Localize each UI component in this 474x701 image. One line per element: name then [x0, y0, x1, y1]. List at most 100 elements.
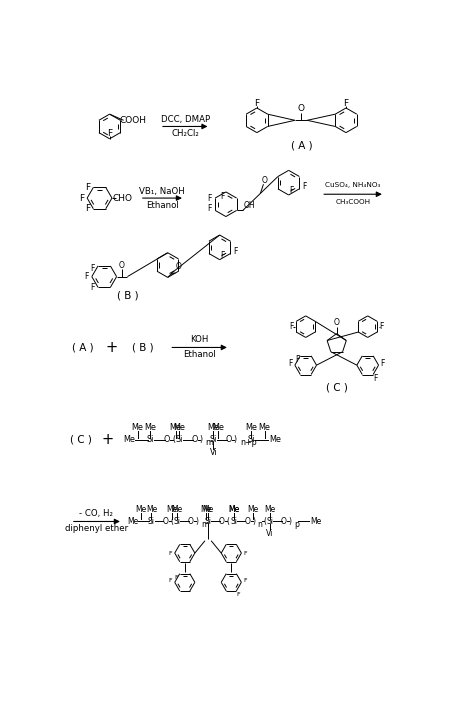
Text: Me: Me	[264, 505, 276, 515]
Text: CHO: CHO	[113, 193, 133, 203]
Text: O: O	[164, 435, 170, 444]
Text: F: F	[302, 182, 306, 191]
Text: ): )	[200, 435, 203, 444]
Text: F: F	[175, 575, 179, 580]
Text: F: F	[244, 550, 247, 556]
Text: Si: Si	[210, 435, 217, 444]
Text: F: F	[289, 186, 293, 195]
Text: F: F	[107, 129, 112, 138]
Text: Vi: Vi	[266, 529, 274, 538]
Text: O: O	[163, 517, 168, 526]
Text: Me: Me	[146, 505, 157, 515]
Text: Me: Me	[123, 435, 135, 444]
Text: Si: Si	[146, 435, 154, 444]
Text: F: F	[85, 204, 91, 213]
Text: F: F	[373, 374, 378, 383]
Text: F: F	[295, 355, 300, 365]
Text: m: m	[201, 520, 209, 529]
Text: Si: Si	[248, 435, 255, 444]
Text: ( B ): ( B )	[117, 290, 138, 300]
Text: Me: Me	[200, 505, 211, 515]
Text: Si: Si	[230, 517, 237, 526]
Text: VB₁, NaOH: VB₁, NaOH	[139, 186, 185, 196]
Text: ( C ): ( C )	[70, 435, 92, 445]
Text: F: F	[380, 359, 384, 368]
Text: O: O	[191, 435, 198, 444]
Text: F: F	[91, 264, 95, 273]
Text: Me: Me	[246, 423, 257, 432]
Text: OH: OH	[244, 201, 255, 210]
Text: F: F	[255, 99, 259, 108]
Text: O: O	[226, 435, 232, 444]
Text: F: F	[290, 322, 294, 331]
Text: m: m	[206, 438, 214, 447]
Text: F: F	[168, 550, 172, 556]
Text: n: n	[258, 520, 263, 529]
Text: p: p	[294, 520, 299, 529]
Text: Vi: Vi	[210, 448, 217, 456]
Text: Me: Me	[132, 423, 144, 432]
Text: (: (	[263, 517, 266, 526]
Text: F: F	[220, 252, 224, 260]
Text: ): )	[196, 517, 199, 526]
Text: F: F	[208, 193, 212, 203]
Text: O: O	[176, 262, 182, 271]
Text: F: F	[288, 359, 292, 368]
Text: Me: Me	[228, 505, 239, 515]
Text: O: O	[281, 517, 287, 526]
Text: O: O	[262, 176, 268, 185]
Text: F: F	[208, 205, 212, 213]
Text: O: O	[119, 261, 125, 270]
Text: KOH: KOH	[191, 335, 209, 344]
Text: Me: Me	[166, 505, 177, 515]
Text: Me: Me	[269, 435, 281, 444]
Text: ): )	[289, 517, 292, 526]
Text: Si: Si	[205, 517, 211, 526]
Text: F: F	[79, 193, 84, 203]
Text: (: (	[227, 517, 230, 526]
Text: Ethanol: Ethanol	[183, 350, 216, 359]
Text: ): )	[252, 517, 255, 526]
Text: O: O	[245, 517, 251, 526]
Text: Me: Me	[212, 423, 224, 432]
Text: F: F	[233, 247, 237, 257]
Text: F: F	[344, 99, 348, 108]
Text: Me: Me	[259, 423, 271, 432]
Text: n+p: n+p	[241, 438, 257, 447]
Text: Me: Me	[202, 505, 214, 515]
Text: F: F	[220, 192, 225, 201]
Text: Me: Me	[170, 423, 182, 432]
Text: Me: Me	[208, 423, 219, 432]
Text: diphenyl ether: diphenyl ether	[65, 524, 128, 533]
Text: Me: Me	[228, 505, 239, 515]
Text: F: F	[85, 183, 91, 192]
Text: Ethanol: Ethanol	[146, 200, 179, 210]
Text: O: O	[298, 104, 305, 114]
Text: O: O	[334, 318, 340, 327]
Text: ( A ): ( A )	[72, 343, 93, 353]
Text: Me: Me	[247, 505, 259, 515]
Text: F: F	[91, 283, 95, 292]
Text: CH₃COOH: CH₃COOH	[336, 199, 371, 205]
Text: +: +	[101, 433, 113, 447]
Text: Me: Me	[144, 423, 156, 432]
Text: Me: Me	[173, 423, 185, 432]
Text: DCC, DMAP: DCC, DMAP	[161, 115, 210, 124]
Text: Me: Me	[172, 505, 182, 515]
Text: Me: Me	[135, 505, 146, 515]
Text: ( A ): ( A )	[291, 141, 313, 151]
Text: F: F	[84, 272, 89, 281]
Text: CuSO₄, NH₄NO₃: CuSO₄, NH₄NO₃	[325, 182, 381, 188]
Text: +: +	[106, 340, 118, 355]
Text: Me: Me	[310, 517, 321, 526]
Text: - CO, H₂: - CO, H₂	[80, 510, 113, 518]
Text: F: F	[168, 578, 172, 583]
Text: Si: Si	[173, 517, 181, 526]
Text: O: O	[188, 517, 194, 526]
Text: Si: Si	[266, 517, 273, 526]
Text: O: O	[219, 517, 225, 526]
Text: Si: Si	[148, 517, 155, 526]
Text: CH₂Cl₂: CH₂Cl₂	[172, 129, 200, 138]
Text: F: F	[237, 592, 240, 597]
Text: (: (	[173, 435, 175, 444]
